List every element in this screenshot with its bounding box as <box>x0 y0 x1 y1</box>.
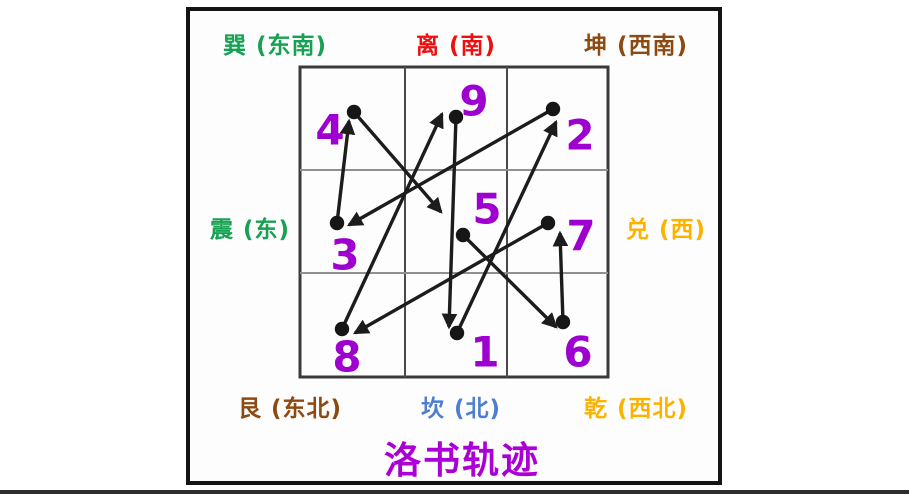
direction-label-kan: 坎 (北) <box>420 396 502 422</box>
luoshu-number-9: 9 <box>459 77 488 126</box>
number-dot-6 <box>555 314 571 330</box>
diagram-frame <box>186 7 722 485</box>
trajectory-arrow-1-2 <box>455 119 558 334</box>
luoshu-number-7: 7 <box>566 212 595 261</box>
luoshu-number-3: 3 <box>330 231 359 280</box>
direction-label-xun: 巽 (东南) <box>222 33 328 59</box>
number-dot-3 <box>329 215 345 231</box>
number-dot-7 <box>540 215 556 231</box>
direction-label-qian: 乾 (西北) <box>583 396 689 422</box>
trajectory-arrow-9-1 <box>441 116 458 330</box>
luoshu-number-8: 8 <box>332 333 361 382</box>
number-dot-1 <box>449 325 465 341</box>
number-dot-5 <box>455 227 471 243</box>
direction-label-li: 离 (南) <box>415 33 497 59</box>
diagram-title: 洛书轨迹 <box>384 439 540 482</box>
luoshu-number-5: 5 <box>472 185 501 234</box>
trajectory-arrow-2-3 <box>346 107 554 227</box>
luoshu-number-6: 6 <box>563 328 592 377</box>
direction-label-kun: 坤 (西南) <box>583 33 689 59</box>
direction-label-gen: 艮 (东北) <box>237 396 343 422</box>
grid-outline <box>298 65 610 379</box>
direction-label-zhen: 震 (东) <box>209 217 291 243</box>
trajectory-arrow-8-9 <box>340 111 444 330</box>
trajectory-arrow-5-6 <box>461 233 558 329</box>
luoshu-number-1: 1 <box>470 328 499 377</box>
number-dot-8 <box>334 321 350 337</box>
trajectory-arrow-6-7 <box>552 230 569 323</box>
number-dot-4 <box>346 104 362 120</box>
number-dot-9 <box>448 109 464 125</box>
number-dot-2 <box>545 101 561 117</box>
bottom-divider <box>0 490 909 494</box>
direction-label-dui: 兑 (西) <box>625 217 707 243</box>
luoshu-number-2: 2 <box>565 111 594 160</box>
trajectory-arrow-4-5 <box>352 110 443 214</box>
trajectory-arrow-3-4 <box>335 118 356 224</box>
luoshu-number-4: 4 <box>315 106 344 155</box>
